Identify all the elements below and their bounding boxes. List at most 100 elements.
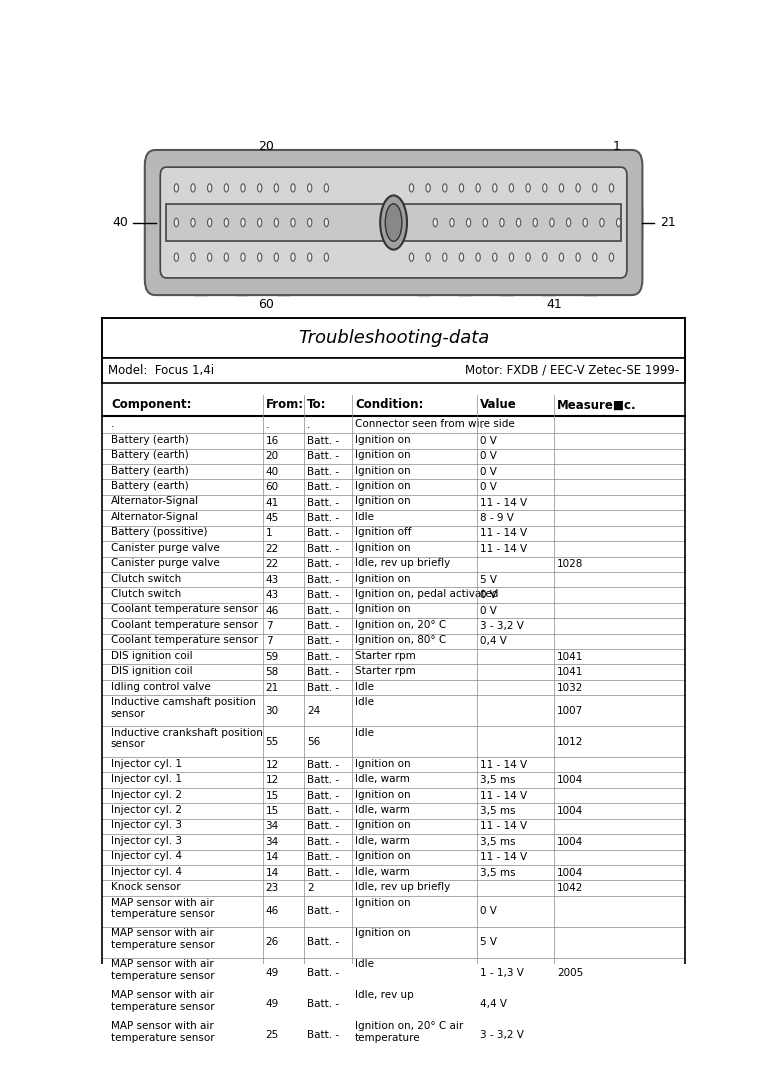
Text: Starter rpm: Starter rpm xyxy=(355,666,415,676)
Text: Motor: FXDB / EEC-V Zetec-SE 1999-: Motor: FXDB / EEC-V Zetec-SE 1999- xyxy=(465,364,680,377)
Text: 22: 22 xyxy=(266,544,279,553)
Text: Batt. -: Batt. - xyxy=(307,467,339,477)
Text: 15: 15 xyxy=(266,806,279,817)
Text: From:: From: xyxy=(266,399,304,412)
Text: Value: Value xyxy=(480,399,517,412)
Text: 1032: 1032 xyxy=(558,682,584,693)
Text: Ignition on: Ignition on xyxy=(355,543,411,552)
Text: 60: 60 xyxy=(266,482,279,492)
Text: Ignition on: Ignition on xyxy=(355,496,411,507)
Text: Batt. -: Batt. - xyxy=(307,1030,339,1040)
Text: 1041: 1041 xyxy=(558,652,584,662)
Text: Batt. -: Batt. - xyxy=(307,867,339,877)
Text: Canister purge valve: Canister purge valve xyxy=(111,558,220,569)
FancyBboxPatch shape xyxy=(584,149,597,165)
Ellipse shape xyxy=(191,219,195,226)
Ellipse shape xyxy=(526,253,530,261)
Text: 5 V: 5 V xyxy=(480,937,497,948)
FancyBboxPatch shape xyxy=(584,280,597,295)
Text: 46: 46 xyxy=(266,605,279,615)
Text: Idle, warm: Idle, warm xyxy=(355,836,410,846)
FancyBboxPatch shape xyxy=(458,280,472,295)
Text: Batt. -: Batt. - xyxy=(307,482,339,492)
Text: Batt. -: Batt. - xyxy=(307,544,339,553)
Ellipse shape xyxy=(386,204,402,242)
Ellipse shape xyxy=(324,253,329,261)
Text: 0 V: 0 V xyxy=(480,482,497,492)
FancyBboxPatch shape xyxy=(277,149,290,165)
Text: 1007: 1007 xyxy=(558,706,584,716)
Text: Batt. -: Batt. - xyxy=(307,852,339,862)
Text: Ignition on: Ignition on xyxy=(355,574,411,584)
Text: Idle, rev up briefly: Idle, rev up briefly xyxy=(355,883,450,892)
Ellipse shape xyxy=(426,253,430,261)
Text: Ignition on: Ignition on xyxy=(355,604,411,614)
Text: 0 V: 0 V xyxy=(480,452,497,461)
Ellipse shape xyxy=(567,219,571,226)
Text: 11 - 14 V: 11 - 14 V xyxy=(480,852,527,862)
Text: Injector cyl. 2: Injector cyl. 2 xyxy=(111,790,182,799)
Text: 20: 20 xyxy=(258,141,273,154)
Text: Batt. -: Batt. - xyxy=(307,906,339,916)
Ellipse shape xyxy=(483,219,488,226)
Ellipse shape xyxy=(274,184,279,192)
Ellipse shape xyxy=(291,184,295,192)
Ellipse shape xyxy=(593,253,597,261)
Text: Injector cyl. 3: Injector cyl. 3 xyxy=(111,836,182,846)
Ellipse shape xyxy=(516,219,521,226)
Text: Idle, warm: Idle, warm xyxy=(355,805,410,815)
Ellipse shape xyxy=(241,253,245,261)
Text: Component:: Component: xyxy=(111,399,191,412)
Text: Batt. -: Batt. - xyxy=(307,621,339,631)
Text: Injector cyl. 2: Injector cyl. 2 xyxy=(111,805,182,815)
Text: DIS ignition coil: DIS ignition coil xyxy=(111,666,193,676)
Ellipse shape xyxy=(576,184,581,192)
Text: 12: 12 xyxy=(266,760,279,770)
FancyBboxPatch shape xyxy=(458,149,472,165)
Text: Batt. -: Batt. - xyxy=(307,590,339,600)
FancyBboxPatch shape xyxy=(631,206,642,239)
Text: Coolant temperature sensor: Coolant temperature sensor xyxy=(111,619,258,630)
Text: Idle: Idle xyxy=(355,960,374,969)
Ellipse shape xyxy=(257,184,262,192)
Text: Batt. -: Batt. - xyxy=(307,968,339,978)
Text: Battery (possitive): Battery (possitive) xyxy=(111,527,207,537)
Text: 3,5 ms: 3,5 ms xyxy=(480,806,515,817)
Text: Batt. -: Batt. - xyxy=(307,559,339,570)
Text: Ignition on, 80° C: Ignition on, 80° C xyxy=(355,636,446,645)
Text: Batt. -: Batt. - xyxy=(307,435,339,446)
Text: Alternator-Signal: Alternator-Signal xyxy=(111,496,199,507)
Text: 49: 49 xyxy=(266,968,279,978)
Text: 12: 12 xyxy=(266,775,279,785)
Ellipse shape xyxy=(550,219,554,226)
Text: 59: 59 xyxy=(266,652,279,662)
FancyBboxPatch shape xyxy=(417,149,430,165)
Ellipse shape xyxy=(257,253,262,261)
Text: Idle, warm: Idle, warm xyxy=(355,866,410,877)
Ellipse shape xyxy=(207,184,212,192)
Text: Battery (earth): Battery (earth) xyxy=(111,466,189,475)
Text: 46: 46 xyxy=(266,906,279,916)
Text: Alternator-Signal: Alternator-Signal xyxy=(111,512,199,522)
FancyBboxPatch shape xyxy=(145,149,642,295)
Text: Coolant temperature sensor: Coolant temperature sensor xyxy=(111,636,258,645)
Text: 4,4 V: 4,4 V xyxy=(480,999,507,1009)
Text: 0 V: 0 V xyxy=(480,590,497,600)
Text: Batt. -: Batt. - xyxy=(307,529,339,538)
Ellipse shape xyxy=(492,253,497,261)
FancyBboxPatch shape xyxy=(500,149,513,165)
Text: 23: 23 xyxy=(266,884,279,893)
Ellipse shape xyxy=(543,184,547,192)
Ellipse shape xyxy=(526,184,530,192)
Text: 1041: 1041 xyxy=(558,667,584,677)
FancyBboxPatch shape xyxy=(145,206,155,239)
FancyBboxPatch shape xyxy=(102,357,685,382)
Text: 21: 21 xyxy=(266,682,279,693)
FancyBboxPatch shape xyxy=(235,280,248,295)
Text: Batt. -: Batt. - xyxy=(307,605,339,615)
Text: 1012: 1012 xyxy=(558,736,584,746)
Text: 1028: 1028 xyxy=(558,559,584,570)
Text: Idle, warm: Idle, warm xyxy=(355,774,410,784)
Ellipse shape xyxy=(174,184,178,192)
Text: 0,4 V: 0,4 V xyxy=(480,637,507,647)
